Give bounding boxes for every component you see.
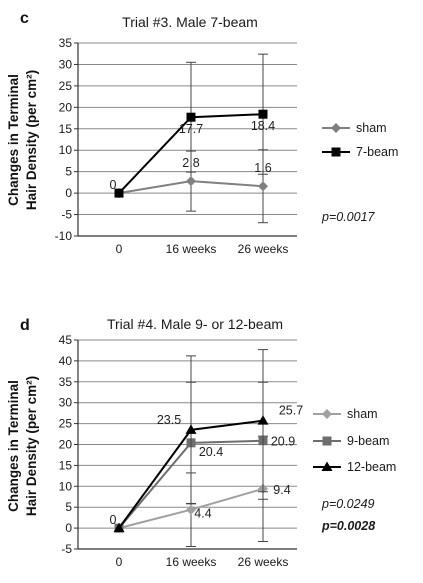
y-tick-label: 10 [59, 143, 73, 157]
legend-marker [322, 409, 332, 419]
legend-marker [322, 436, 332, 446]
x-tick-label: 0 [116, 555, 123, 569]
y-axis-label: Hair Density (per cm²) [24, 70, 39, 210]
legend: sham 9-beam 12-beam [313, 407, 396, 474]
y-tick-label: 45 [59, 333, 73, 347]
y-tick-label: -5 [61, 542, 72, 556]
data-point [186, 176, 196, 187]
x-tick-label: 16 weeks [166, 555, 217, 569]
chart-panel-c: c Trial #3. Male 7-beam -10 -5 0 5 10 15 20 25 30 3… [6, 10, 398, 256]
legend-label: 7-beam [356, 145, 398, 159]
series-7-beam: 17.7 18.4 [114, 53, 275, 198]
legend-marker [331, 123, 341, 133]
y-axis-label: Changes in Terminal [6, 74, 21, 206]
y-tick-label: 15 [59, 122, 73, 136]
y-tick-label: 10 [59, 479, 73, 493]
y-tick-label: 35 [59, 36, 73, 50]
x-tick-label: 26 weeks [238, 242, 289, 256]
data-point [113, 522, 125, 533]
y-tick-label: 15 [59, 458, 73, 472]
chart-title: Trial #3. Male 7-beam [122, 14, 258, 30]
data-label: 23.5 [157, 413, 181, 427]
y-tick-label: 25 [59, 79, 73, 93]
y-tick-label: 25 [59, 417, 73, 431]
data-label: 18.4 [251, 119, 275, 133]
x-tick-label: 26 weeks [238, 555, 289, 569]
y-tick-label: -10 [55, 229, 73, 243]
chart-panel-d: d Trial #4. Male 9- or 12-beam -5 0 5 10 15 20 2… [6, 316, 396, 569]
legend: sham 7-beam [322, 121, 398, 159]
x-tick-label: 16 weeks [166, 242, 217, 256]
data-label: 20.9 [271, 435, 295, 449]
y-tick-label: 5 [65, 500, 72, 514]
p-value: p=0.0017 [321, 210, 376, 224]
panel-letter: d [20, 317, 30, 334]
data-point [258, 109, 268, 119]
y-tick-label: 5 [65, 165, 72, 179]
y-axis-label: Hair Density (per cm²) [24, 376, 39, 516]
y-tick-label: 35 [59, 375, 73, 389]
y-tick-label: 20 [59, 100, 73, 114]
data-label: 25.7 [279, 404, 303, 418]
data-label: 20.4 [199, 445, 223, 459]
data-label: 0 [110, 178, 117, 192]
data-label: 17.7 [179, 122, 203, 136]
series-sham: 0 4.4 9.4 [110, 435, 291, 547]
legend-label: sham [356, 121, 387, 135]
y-tick-label: 30 [59, 57, 73, 71]
data-point [185, 424, 197, 434]
data-label: 9.4 [273, 483, 290, 497]
data-point [258, 181, 268, 192]
legend-label: 12-beam [347, 460, 396, 474]
data-point [186, 112, 196, 122]
p-value: p=0.0028 [321, 519, 375, 533]
y-tick-label: 0 [65, 186, 72, 200]
data-point [114, 188, 124, 198]
p-value: p=0.0249 [321, 497, 375, 511]
x-tick-label: 0 [116, 242, 123, 256]
data-label: 0 [110, 513, 117, 527]
data-point [186, 504, 196, 515]
y-tick-label: 20 [59, 438, 73, 452]
legend-label: 9-beam [347, 434, 389, 448]
chart-title: Trial #4. Male 9- or 12-beam [107, 316, 283, 332]
y-tick-label: 30 [59, 396, 73, 410]
y-axis-label: Changes in Terminal [6, 380, 21, 512]
y-tick-label: 0 [65, 521, 72, 535]
y-tick-label: 40 [59, 354, 73, 368]
y-tick-label: -5 [61, 208, 72, 222]
data-label: 4.4 [194, 507, 211, 521]
legend-marker [331, 147, 341, 157]
data-point [257, 415, 269, 425]
legend-marker [321, 461, 333, 471]
series-12-beam: 23.5 25.7 [113, 349, 303, 533]
panel-letter: c [20, 10, 29, 27]
legend-label: sham [347, 407, 378, 421]
